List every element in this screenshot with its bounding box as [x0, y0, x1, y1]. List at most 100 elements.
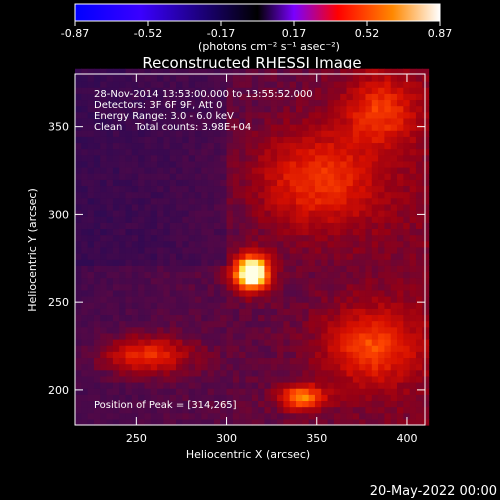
heatmap-cell [352, 369, 360, 377]
heatmap-cell [93, 363, 101, 371]
heatmap-cell [93, 173, 101, 180]
heatmap-cell [422, 191, 430, 199]
heatmap-cell [232, 289, 240, 297]
heatmap-cell [258, 87, 266, 94]
heatmap-cell [270, 412, 278, 420]
heatmap-cell [125, 265, 133, 273]
heatmap-cell [277, 216, 284, 223]
heatmap-cell [258, 388, 266, 395]
heatmap-cell [289, 351, 297, 359]
heatmap-cell [302, 210, 310, 217]
heatmap-cell [226, 191, 234, 199]
heatmap-cell [270, 246, 278, 254]
heatmap-cell [333, 148, 341, 156]
heatmap-cell [327, 418, 335, 426]
heatmap-cell [277, 228, 284, 236]
heatmap-cell [359, 93, 367, 101]
heatmap-cell [112, 412, 120, 420]
heatmap-cell [371, 345, 379, 352]
heatmap-cell [409, 234, 417, 242]
heatmap-cell [150, 124, 158, 131]
heatmap-cell [270, 308, 278, 316]
heatmap-cell [365, 259, 373, 266]
heatmap-cell [100, 375, 108, 383]
heatmap-cell [157, 302, 164, 309]
heatmap-cell [314, 81, 322, 88]
heatmap-cell [169, 394, 177, 402]
heatmap-cell [119, 216, 127, 223]
heatmap-cell [188, 148, 196, 156]
heatmap-cell [245, 326, 253, 334]
heatmap-cell [258, 197, 266, 205]
heatmap-cell [296, 197, 303, 205]
heatmap-cell [302, 167, 310, 174]
heatmap-cell [150, 265, 158, 273]
heatmap-cell [119, 105, 127, 113]
heatmap-cell [258, 246, 266, 254]
heatmap-cell [340, 117, 348, 125]
heatmap-cell [422, 160, 430, 168]
heatmap-cell [352, 148, 360, 156]
heatmap-cell [125, 154, 133, 162]
heatmap-cell [176, 74, 183, 82]
heatmap-cell [277, 154, 284, 162]
heatmap-cell [277, 394, 284, 402]
heatmap-cell [277, 87, 284, 94]
heatmap-cell [365, 406, 373, 414]
heatmap-cell [308, 400, 316, 408]
heatmap-cell [176, 124, 183, 131]
heatmap-cell [384, 136, 392, 144]
heatmap-cell [169, 105, 177, 113]
heatmap-cell [169, 259, 177, 266]
heatmap-cell [157, 160, 164, 168]
heatmap-cell [365, 136, 373, 144]
heatmap-cell [314, 369, 322, 377]
heatmap-cell [415, 234, 423, 242]
heatmap-cell [245, 136, 253, 144]
heatmap-cell [340, 191, 348, 199]
heatmap-cell [75, 394, 82, 402]
heatmap-cell [308, 406, 316, 414]
heatmap-cell [232, 228, 240, 236]
heatmap-cell [302, 357, 310, 365]
heatmap-cell [232, 203, 240, 211]
heatmap-cell [163, 210, 171, 217]
heatmap-cell [87, 308, 95, 316]
heatmap-cell [163, 111, 171, 119]
heatmap-cell [258, 117, 266, 125]
heatmap-cell [277, 388, 284, 395]
heatmap-cell [106, 142, 114, 150]
heatmap-cell [264, 240, 272, 248]
heatmap-cell [352, 105, 360, 113]
x-tick-label: 300 [216, 432, 237, 445]
heatmap-cell [352, 197, 360, 205]
heatmap-cell [131, 167, 139, 174]
heatmap-cell [119, 345, 127, 352]
heatmap-cell [378, 99, 385, 107]
heatmap-cell [207, 265, 215, 273]
heatmap-cell [321, 154, 329, 162]
heatmap-cell [138, 253, 146, 260]
heatmap-cell [327, 203, 335, 211]
heatmap-cell [283, 228, 291, 236]
heatmap-cell [352, 154, 360, 162]
heatmap-cell [169, 130, 177, 137]
heatmap-cell [182, 351, 190, 359]
heatmap-cell [340, 308, 348, 316]
heatmap-cell [289, 185, 297, 193]
heatmap-cell [119, 167, 127, 174]
heatmap-cell [138, 210, 146, 217]
heatmap-cell [321, 296, 329, 303]
heatmap-cell [150, 326, 158, 334]
heatmap-cell [333, 271, 341, 279]
heatmap-cell [81, 351, 89, 359]
heatmap-cell [213, 302, 221, 309]
heatmap-cell [422, 81, 430, 88]
heatmap-cell [138, 117, 146, 125]
heatmap-cell [75, 105, 82, 113]
heatmap-cell [220, 124, 228, 131]
heatmap-cell [378, 363, 385, 371]
heatmap-cell [384, 222, 392, 230]
heatmap-cell [188, 185, 196, 193]
heatmap-cell [119, 265, 127, 273]
